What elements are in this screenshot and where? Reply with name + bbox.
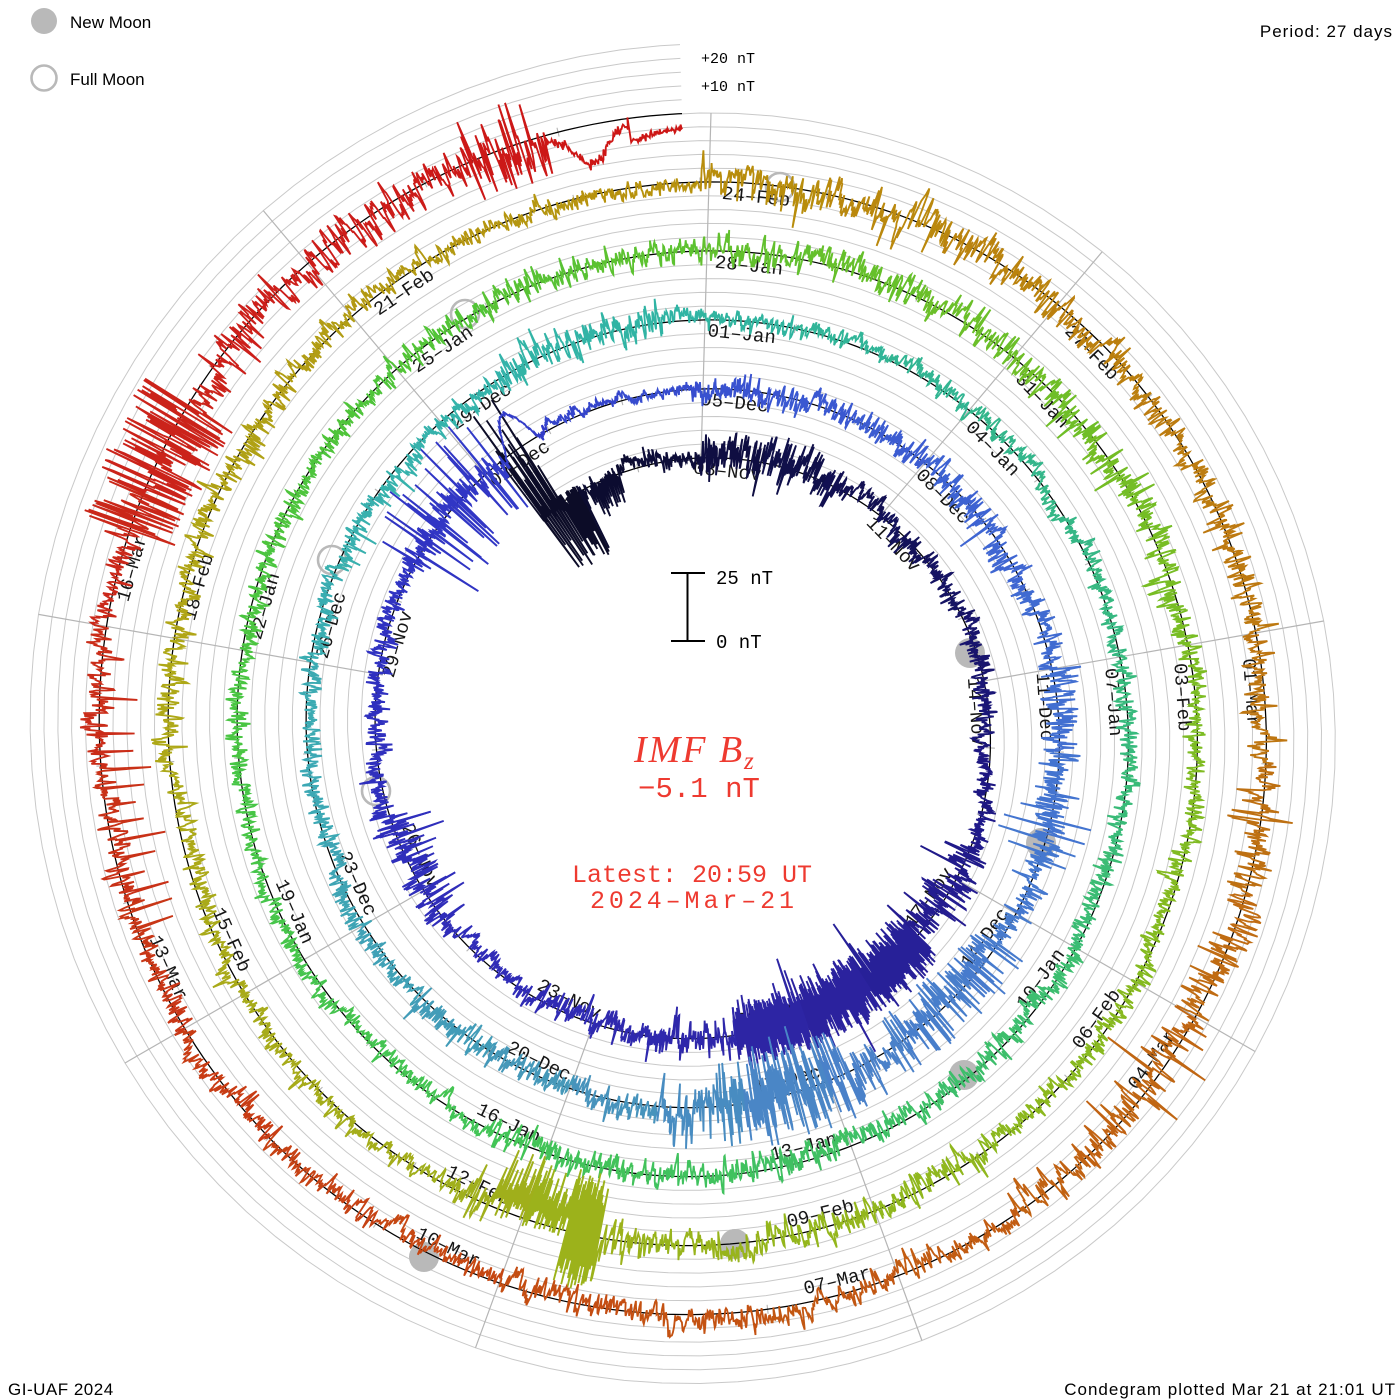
svg-text:0 nT: 0 nT [716, 632, 762, 654]
svg-text:2024–Mar–21: 2024–Mar–21 [590, 887, 798, 916]
svg-text:GI-UAF 2024: GI-UAF 2024 [8, 1380, 114, 1399]
svg-text:Latest: 20:59 UT: Latest: 20:59 UT [572, 861, 812, 890]
svg-text:New Moon: New Moon [70, 13, 151, 32]
svg-text:Condegram plotted Mar 21 at 21: Condegram plotted Mar 21 at 21:01 UT [1064, 1380, 1396, 1399]
svg-text:Period: 27 days: Period: 27 days [1260, 22, 1393, 41]
svg-text:IMF B: IMF B [633, 729, 744, 771]
svg-text:Full Moon: Full Moon [70, 70, 145, 89]
svg-text:−5.1 nT: −5.1 nT [638, 773, 760, 806]
svg-text:z: z [743, 748, 754, 775]
svg-text:25 nT: 25 nT [716, 568, 773, 590]
svg-text:+20 nT: +20 nT [701, 51, 755, 68]
svg-text:+10 nT: +10 nT [701, 79, 755, 96]
svg-text:03–Feb: 03–Feb [1168, 662, 1195, 732]
